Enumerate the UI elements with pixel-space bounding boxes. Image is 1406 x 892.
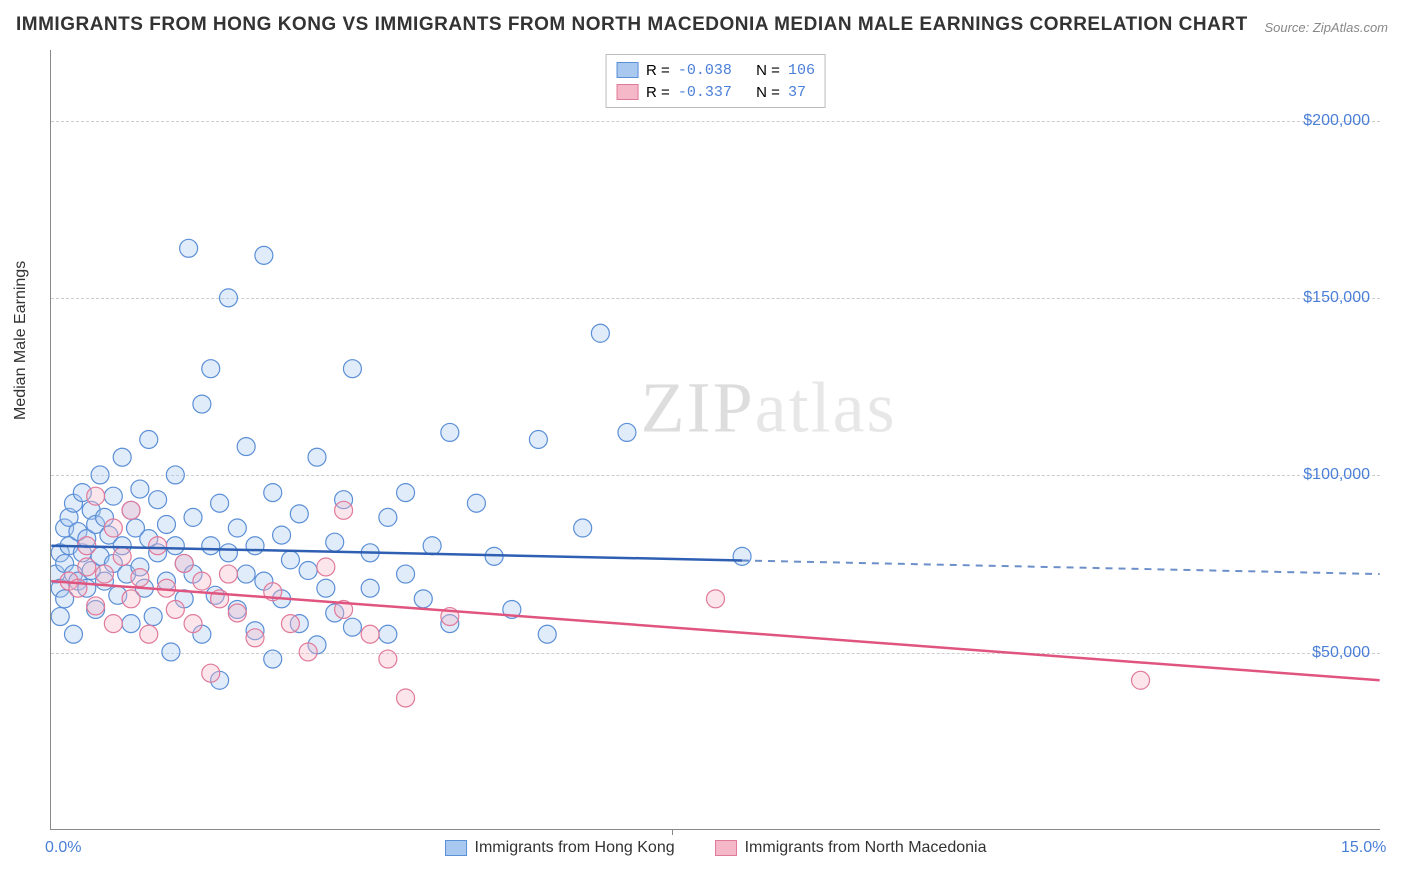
r-value-nm: -0.337 bbox=[678, 84, 732, 101]
x-tick-label: 0.0% bbox=[45, 839, 81, 857]
correlation-legend: R = -0.038 N = 106 R = -0.337 N = 37 bbox=[605, 54, 826, 108]
legend-item-nm: Immigrants from North Macedonia bbox=[715, 839, 987, 857]
x-tick-label: 15.0% bbox=[1341, 839, 1386, 857]
swatch-nm bbox=[616, 84, 638, 100]
plot-svg bbox=[51, 50, 1380, 829]
swatch-hk bbox=[616, 62, 638, 78]
n-value-nm: 37 bbox=[788, 84, 806, 101]
swatch-nm-icon bbox=[715, 840, 737, 856]
chart-title: IMMIGRANTS FROM HONG KONG VS IMMIGRANTS … bbox=[16, 14, 1248, 36]
legend-row-hk: R = -0.038 N = 106 bbox=[616, 59, 815, 81]
legend-item-hk: Immigrants from Hong Kong bbox=[445, 839, 675, 857]
scatter-plot: ZIPatlas R = -0.038 N = 106 R = -0.337 N… bbox=[50, 50, 1380, 830]
r-value-hk: -0.038 bbox=[678, 62, 732, 79]
legend-row-nm: R = -0.337 N = 37 bbox=[616, 81, 815, 103]
n-value-hk: 106 bbox=[788, 62, 815, 79]
legend-label-nm: Immigrants from North Macedonia bbox=[745, 839, 987, 857]
swatch-hk-icon bbox=[445, 840, 467, 856]
legend-label-hk: Immigrants from Hong Kong bbox=[475, 839, 675, 857]
series-legend: Immigrants from Hong Kong Immigrants fro… bbox=[445, 839, 987, 857]
y-axis-label: Median Male Earnings bbox=[12, 261, 30, 420]
source-attribution: Source: ZipAtlas.com bbox=[1264, 20, 1388, 35]
